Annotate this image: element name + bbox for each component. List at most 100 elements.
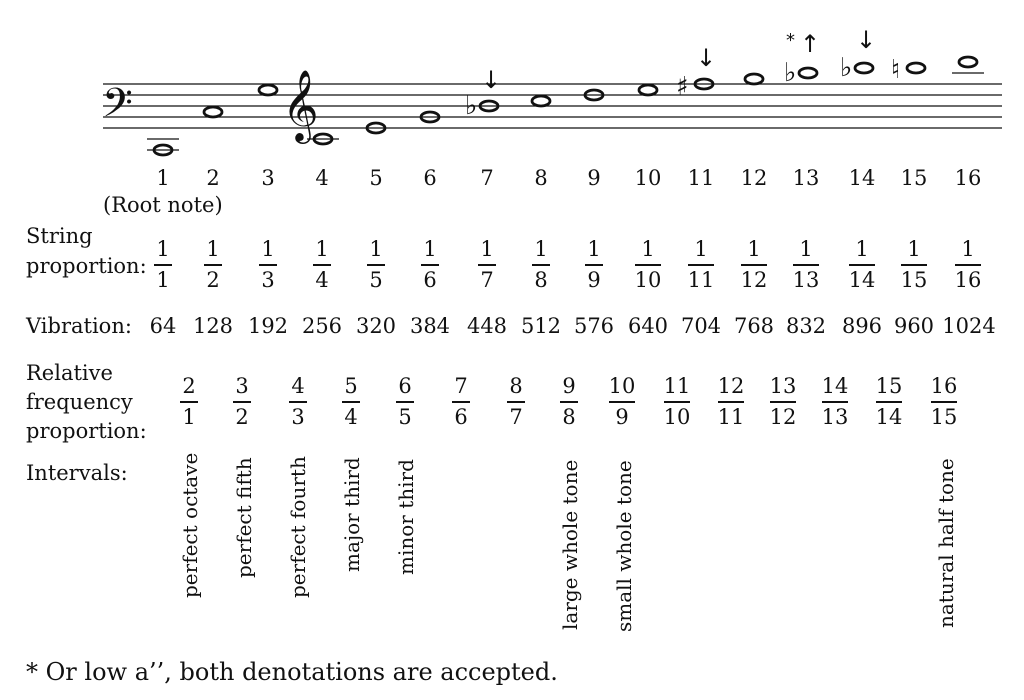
note-11 [693,77,715,91]
harmonic-number: 3 [261,166,275,190]
denominator: 3 [291,405,305,429]
denominator: 6 [454,405,468,429]
note-5 [365,121,387,135]
interval-major-third: major third [340,457,364,572]
vibration-value: 704 [680,314,722,338]
harmonic-number: 1 [156,166,170,190]
notes [152,55,979,157]
fraction-bar [452,401,470,403]
numerator: 1 [423,237,437,261]
numerator: 1 [315,237,329,261]
arrows: ↓ ↓ ↑ ↓ * [481,26,876,94]
denominator: 5 [369,268,383,292]
numerator: 4 [291,374,305,398]
string-fraction: 1 16 [948,239,988,291]
numerator: 6 [398,374,412,398]
fraction-bar [741,264,767,266]
denominator: 9 [615,405,629,429]
frequency-fraction: 15 14 [869,376,909,428]
note-1 [152,143,174,157]
denominator: 9 [587,268,601,292]
numerator: 8 [509,374,523,398]
flat-icon: ♭ [840,53,852,83]
numerator: 1 [261,237,275,261]
interval-perfect-octave: perfect octave [178,452,202,598]
string-fraction: 1 12 [734,239,774,291]
musical-staff: 𝄢 𝄞 ♭ ♯ [102,26,1002,157]
fraction-bar [635,264,661,266]
denominator: 1 [182,405,196,429]
denominator: 4 [344,405,358,429]
interval-minor-third: minor third [394,459,418,575]
note-4 [312,132,334,146]
interval-small-whole-tone: small whole tone [612,460,636,632]
numerator: 1 [694,237,708,261]
ledger-lines [147,72,984,151]
fraction-bar [822,401,848,403]
harmonic-number: 5 [369,166,383,190]
arrow-up-icon: ↑ [800,30,820,58]
arrow-down-icon: ↓ [481,66,501,94]
numerator: 3 [235,374,249,398]
interval-large-whole-tone: large whole tone [558,459,582,630]
fraction-bar [718,401,744,403]
treble-clef-icon: 𝄞 [282,68,319,144]
fraction-bar [560,401,578,403]
note-7 [478,99,500,113]
note-13 [797,66,819,80]
denominator: 13 [821,405,849,429]
harmonic-number: 15 [900,166,928,190]
note-2 [202,105,224,119]
frequency-fraction: 12 11 [711,376,751,428]
string-fraction: 1 11 [681,239,721,291]
sharp-icon: ♯ [676,72,689,102]
flat-icon: ♭ [465,91,477,121]
harmonic-number: 16 [954,166,982,190]
arrow-down-icon: ↓ [856,26,876,54]
vibration-value: 768 [733,314,775,338]
denominator: 2 [206,268,220,292]
harmonic-number: 10 [634,166,662,190]
vibration-value: 896 [841,314,883,338]
interval-natural-half-tone: natural half tone [934,458,958,628]
frequency-fraction: 16 15 [924,376,964,428]
vibration-value: 192 [247,314,289,338]
footnote: * Or low a’’, both denotations are accep… [26,658,558,686]
fraction-bar [688,264,714,266]
numerator: 14 [821,374,849,398]
denominator: 1 [156,268,170,292]
arrow-down-icon: ↓ [696,44,716,72]
numerator: 1 [641,237,655,261]
note-15 [905,61,927,75]
numerator: 1 [480,237,494,261]
note-12 [743,72,765,86]
fraction-bar [233,401,251,403]
numerator: 16 [930,374,958,398]
fraction-bar [793,264,819,266]
denominator: 12 [740,268,768,292]
fraction-bar [204,264,222,266]
fraction-bar [585,264,603,266]
asterisk-icon: * [786,30,795,51]
fraction-bar [507,401,525,403]
harmonic-number: 4 [315,166,329,190]
denominator: 6 [423,268,437,292]
vibration-value: 256 [301,314,343,338]
numerator: 2 [182,374,196,398]
harmonic-number: 12 [740,166,768,190]
fraction-bar [876,401,902,403]
denominator: 8 [562,405,576,429]
